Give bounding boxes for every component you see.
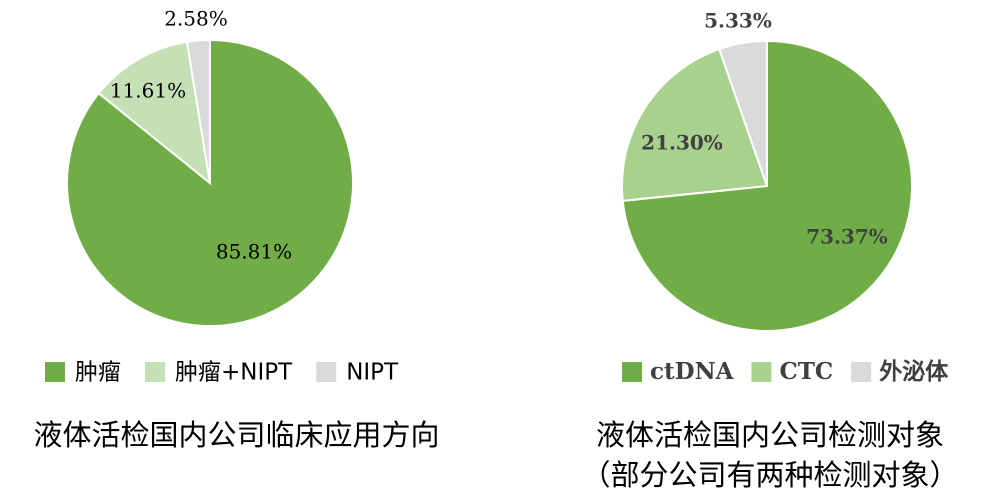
legend-swatch-ctc xyxy=(751,362,772,382)
legend-swatch-ctdna xyxy=(622,362,642,382)
pie-chart-detection-target: 73.37% 21.30% 5.33% xyxy=(621,9,913,332)
data-label-item-0: 85.81% xyxy=(216,240,292,264)
chart-title-clinical-application: 液体活检国内公司临床应用方向 xyxy=(33,418,440,452)
data-label-item-2: 5.33% xyxy=(704,9,772,33)
legend-swatch-item-2 xyxy=(851,362,872,382)
data-label-nipt: 2.58% xyxy=(164,7,228,31)
legend-detection-target: ctDNA CTC 外泌体 xyxy=(622,358,949,385)
legend-label-ctc: CTC xyxy=(779,358,833,385)
legend-swatch-nipt xyxy=(145,362,165,382)
legend-swatch-item-0 xyxy=(45,362,65,382)
pie-slice-item-2 xyxy=(718,39,768,187)
legend-label-item-2: 外泌体 xyxy=(879,358,949,385)
legend-clinical-application: 肿瘤 肿瘤+NIPT NIPT xyxy=(45,360,399,386)
legend-label-nipt: 肿瘤+NIPT xyxy=(175,360,293,386)
data-label-nipt: 11.61% xyxy=(110,79,186,103)
data-label-ctc: 21.30% xyxy=(641,131,723,155)
chart-subtitle-detection-target: （部分公司有两种检测对象） xyxy=(581,458,959,492)
data-label-ctdna: 73.37% xyxy=(806,225,888,249)
legend-swatch-nipt xyxy=(316,362,337,382)
legend-label-item-0: 肿瘤 xyxy=(75,360,121,386)
pie-slice-ctc xyxy=(621,47,769,202)
pie-slice-item-0 xyxy=(66,38,354,327)
legend-label-ctdna: ctDNA xyxy=(650,358,735,385)
pie-slice-nipt xyxy=(97,40,212,186)
chart-title-detection-target: 液体活检国内公司检测对象 xyxy=(595,418,944,452)
pie-chart-clinical-application: 85.81% 11.61% 2.58% xyxy=(66,7,354,327)
pie-slice-nipt xyxy=(185,38,211,184)
legend-label-nipt: NIPT xyxy=(346,360,399,386)
